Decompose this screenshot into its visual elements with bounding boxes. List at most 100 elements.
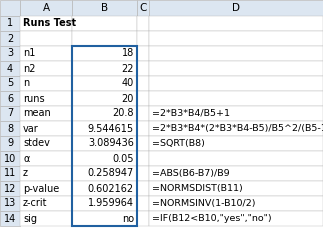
Bar	[149, 196, 323, 211]
Bar	[0, 91, 20, 106]
Bar	[72, 46, 137, 226]
Bar	[72, 16, 137, 31]
Text: n2: n2	[23, 64, 36, 74]
Bar	[72, 0, 137, 16]
Bar	[72, 46, 137, 61]
Text: 14: 14	[4, 213, 16, 223]
Bar	[0, 106, 20, 121]
Text: 11: 11	[4, 169, 16, 178]
Text: n1: n1	[23, 49, 36, 59]
Bar	[149, 106, 323, 121]
Bar	[137, 121, 149, 136]
Text: sig: sig	[23, 213, 37, 223]
Text: z: z	[23, 169, 28, 178]
Text: Runs Test: Runs Test	[23, 19, 76, 29]
Text: 22: 22	[121, 64, 134, 74]
Bar	[20, 166, 72, 181]
Text: =SQRT(B8): =SQRT(B8)	[152, 139, 205, 148]
Bar	[72, 151, 137, 166]
Text: n: n	[23, 79, 29, 89]
Text: 5: 5	[7, 79, 13, 89]
Bar	[72, 136, 137, 151]
Bar	[149, 46, 323, 61]
Text: 9: 9	[7, 139, 13, 149]
Bar	[20, 0, 72, 16]
Text: 1.959964: 1.959964	[88, 198, 134, 208]
Bar	[137, 76, 149, 91]
Bar	[149, 181, 323, 196]
Bar	[20, 121, 72, 136]
Bar	[72, 211, 137, 226]
Bar	[20, 91, 72, 106]
Bar	[0, 16, 20, 31]
Bar	[0, 181, 20, 196]
Bar	[0, 61, 20, 76]
Bar	[137, 106, 149, 121]
Bar	[137, 211, 149, 226]
Bar	[0, 46, 20, 61]
Bar	[20, 31, 72, 46]
Bar	[137, 46, 149, 61]
Bar	[149, 151, 323, 166]
Text: 0.258947: 0.258947	[88, 169, 134, 178]
Text: 0.05: 0.05	[112, 154, 134, 164]
Text: 40: 40	[122, 79, 134, 89]
Bar	[137, 16, 149, 31]
Text: 10: 10	[4, 154, 16, 164]
Bar	[72, 181, 137, 196]
Bar	[20, 181, 72, 196]
Bar	[0, 121, 20, 136]
Text: =2*B3*B4*(2*B3*B4-B5)/B5^2/(B5-1): =2*B3*B4*(2*B3*B4-B5)/B5^2/(B5-1)	[152, 124, 323, 133]
Bar	[20, 76, 72, 91]
Bar	[72, 76, 137, 91]
Bar	[0, 196, 20, 211]
Bar	[137, 151, 149, 166]
Text: 6: 6	[7, 94, 13, 104]
Text: 20: 20	[122, 94, 134, 104]
Bar	[72, 31, 137, 46]
Text: =ABS(B6-B7)/B9: =ABS(B6-B7)/B9	[152, 169, 230, 178]
Bar	[149, 76, 323, 91]
Bar	[149, 61, 323, 76]
Bar	[137, 31, 149, 46]
Text: B: B	[101, 3, 108, 13]
Text: 2: 2	[7, 34, 13, 44]
Text: 3.089436: 3.089436	[88, 139, 134, 149]
Text: 20.8: 20.8	[112, 109, 134, 119]
Text: 3: 3	[7, 49, 13, 59]
Bar	[149, 211, 323, 226]
Bar	[0, 76, 20, 91]
Text: =2*B3*B4/B5+1: =2*B3*B4/B5+1	[152, 109, 230, 118]
Text: mean: mean	[23, 109, 51, 119]
Text: =NORMSINV(1-B10/2): =NORMSINV(1-B10/2)	[152, 199, 255, 208]
Bar	[137, 61, 149, 76]
Text: stdev: stdev	[23, 139, 50, 149]
Text: 7: 7	[7, 109, 13, 119]
Bar	[137, 196, 149, 211]
Text: 12: 12	[4, 183, 16, 193]
Bar	[20, 196, 72, 211]
Bar	[137, 136, 149, 151]
Text: 13: 13	[4, 198, 16, 208]
Bar	[20, 61, 72, 76]
Bar	[20, 136, 72, 151]
Bar	[0, 166, 20, 181]
Bar	[72, 196, 137, 211]
Bar	[20, 151, 72, 166]
Bar	[20, 211, 72, 226]
Bar	[137, 181, 149, 196]
Bar	[72, 106, 137, 121]
Bar	[137, 0, 149, 16]
Bar	[149, 166, 323, 181]
Text: var: var	[23, 124, 39, 134]
Bar	[72, 91, 137, 106]
Bar	[20, 106, 72, 121]
Bar	[20, 46, 72, 61]
Text: 18: 18	[122, 49, 134, 59]
Bar	[149, 16, 323, 31]
Bar	[0, 211, 20, 226]
Text: =IF(B12<B10,"yes","no"): =IF(B12<B10,"yes","no")	[152, 214, 272, 223]
Bar	[72, 121, 137, 136]
Bar	[137, 91, 149, 106]
Text: no: no	[122, 213, 134, 223]
